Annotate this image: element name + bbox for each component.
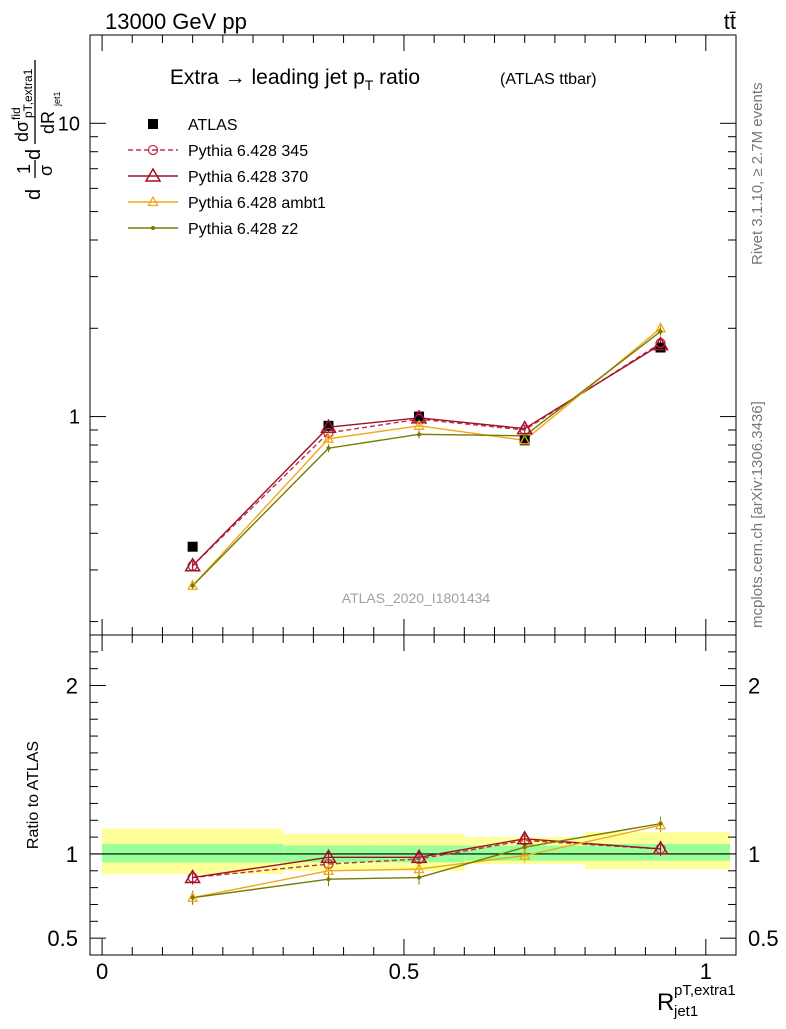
- ratio-data-point: [658, 821, 663, 826]
- main-y-tick-label: 10: [58, 113, 80, 135]
- ratio-plot-axes: 0.5 0.5 1 1 2 2 0 0.5 1: [47, 635, 779, 984]
- legend-marker: [147, 195, 159, 207]
- legend-label: Pythia 6.428 370: [188, 169, 308, 186]
- ratio-data-point: [413, 862, 425, 874]
- ratio-data-point: [184, 869, 201, 884]
- main-data-point: [413, 419, 425, 430]
- ratio-band-inner: [102, 843, 284, 863]
- svg-text:d: d: [23, 189, 45, 200]
- main-plot: 1 10 Extra → leading jet pT ratio (ATLAS …: [9, 34, 737, 636]
- ratio-data-point: [522, 845, 527, 850]
- main-data-point: [519, 435, 530, 446]
- svg-text:dσ: dσ: [12, 121, 32, 142]
- ratio-y-tick-label-right: 1: [748, 842, 760, 867]
- main-data-point: [410, 409, 428, 424]
- ratio-data-point: [320, 848, 337, 864]
- ratio-data-point: [417, 875, 422, 880]
- main-data-point: [322, 432, 335, 443]
- svg-text:pT,extra1: pT,extra1: [21, 68, 35, 118]
- ratio-y-tick-label: 0.5: [47, 926, 78, 951]
- main-data-point: [190, 583, 195, 588]
- ratio-y-tick-label-right: 0.5: [748, 926, 779, 951]
- svg-text:jet1: jet1: [52, 91, 62, 107]
- svg-text:fid: fid: [9, 107, 23, 120]
- main-series-line: [192, 342, 661, 567]
- main-series-line: [192, 330, 661, 587]
- legend: ATLAS Pythia 6.428 345 Pythia 6.428 370 Pyt…: [128, 117, 326, 238]
- legend-marker: [144, 167, 162, 182]
- ratio-y-tick-label-right: 2: [748, 674, 760, 699]
- main-data-point: [516, 420, 533, 435]
- ratio-plot-marks: [90, 816, 736, 905]
- main-plot-marks: [184, 321, 669, 590]
- ratio-data-point: [323, 858, 334, 870]
- main-data-point: [323, 420, 334, 431]
- svg-text:jet1: jet1: [673, 1003, 698, 1020]
- main-data-point: [414, 411, 425, 422]
- header-process-label: tt̄: [724, 9, 736, 34]
- ratio-data-point: [326, 877, 331, 882]
- ratio-plot-frame: [89, 634, 737, 956]
- main-y-axis-label: d 1 σ d dσ fid pT,extra1 dR jet1: [9, 60, 62, 200]
- main-plot-frame: [89, 34, 737, 636]
- ratio-plot: 0.5 0.5 1 1 2 2 0 0.5 1 Ratio to ATLAS R pT,extr…: [25, 634, 779, 1020]
- main-plot-subtitle: (ATLAS ttbar): [500, 71, 597, 88]
- main-data-point: [417, 432, 422, 437]
- main-data-point: [519, 433, 531, 445]
- svg-text:pT,extra1: pT,extra1: [674, 982, 736, 999]
- legend-label: Pythia 6.428 z2: [188, 221, 298, 238]
- main-series-line: [192, 343, 661, 567]
- main-y-tick-label: 1: [69, 407, 80, 429]
- legend-label: ATLAS: [188, 117, 238, 134]
- svg-text:R: R: [657, 989, 674, 1016]
- svg-text:1: 1: [14, 164, 34, 174]
- main-series-line: [192, 327, 661, 587]
- header-energy-label: 13000 GeV pp: [105, 9, 247, 34]
- ratio-data-point: [652, 840, 669, 855]
- ratio-y-tick-label: 1: [66, 842, 78, 867]
- watermark-analysis-id: ATLAS_2020_I1801434: [342, 590, 491, 606]
- main-plot-axes: 1 10: [58, 34, 736, 635]
- main-data-point: [522, 433, 527, 438]
- ratio-y-axis-label: Ratio to ATLAS: [25, 741, 42, 849]
- rivet-version-label: Rivet 3.1.10, ≥ 2.7M events: [749, 83, 766, 266]
- x-tick-label: 0.5: [389, 959, 420, 984]
- x-tick-label: 1: [700, 959, 712, 984]
- legend-marker: [148, 119, 158, 129]
- main-data-point: [658, 329, 663, 334]
- main-data-point: [187, 541, 198, 552]
- mcplots-source-label: mcplots.cern.ch [arXiv:1306.3436]: [749, 401, 766, 628]
- ratio-data-point: [322, 864, 335, 875]
- main-data-point: [652, 336, 669, 351]
- ratio-data-point: [187, 891, 199, 902]
- main-data-point: [187, 579, 199, 590]
- ratio-data-point: [410, 848, 428, 864]
- main-data-point: [184, 557, 201, 572]
- main-data-point: [326, 446, 331, 451]
- x-tick-label: 0: [96, 959, 108, 984]
- svg-text:dR: dR: [38, 111, 58, 134]
- main-plot-title: Extra → leading jet pT ratio: [170, 66, 420, 93]
- ratio-data-point: [654, 818, 667, 830]
- legend-marker: [151, 226, 155, 230]
- ratio-y-tick-label: 2: [66, 674, 78, 699]
- legend-label: Pythia 6.428 345: [188, 143, 308, 160]
- main-data-point: [320, 418, 337, 433]
- ratio-data-point: [190, 895, 195, 900]
- svg-text:d: d: [23, 149, 45, 160]
- ratio-data-point: [516, 830, 533, 845]
- x-axis-label: R pT,extra1 jet1: [657, 982, 736, 1020]
- ratio-data-point: [519, 849, 531, 860]
- legend-label: Pythia 6.428 ambt1: [188, 195, 326, 212]
- legend-marker: [147, 144, 159, 156]
- svg-text:σ: σ: [36, 165, 56, 176]
